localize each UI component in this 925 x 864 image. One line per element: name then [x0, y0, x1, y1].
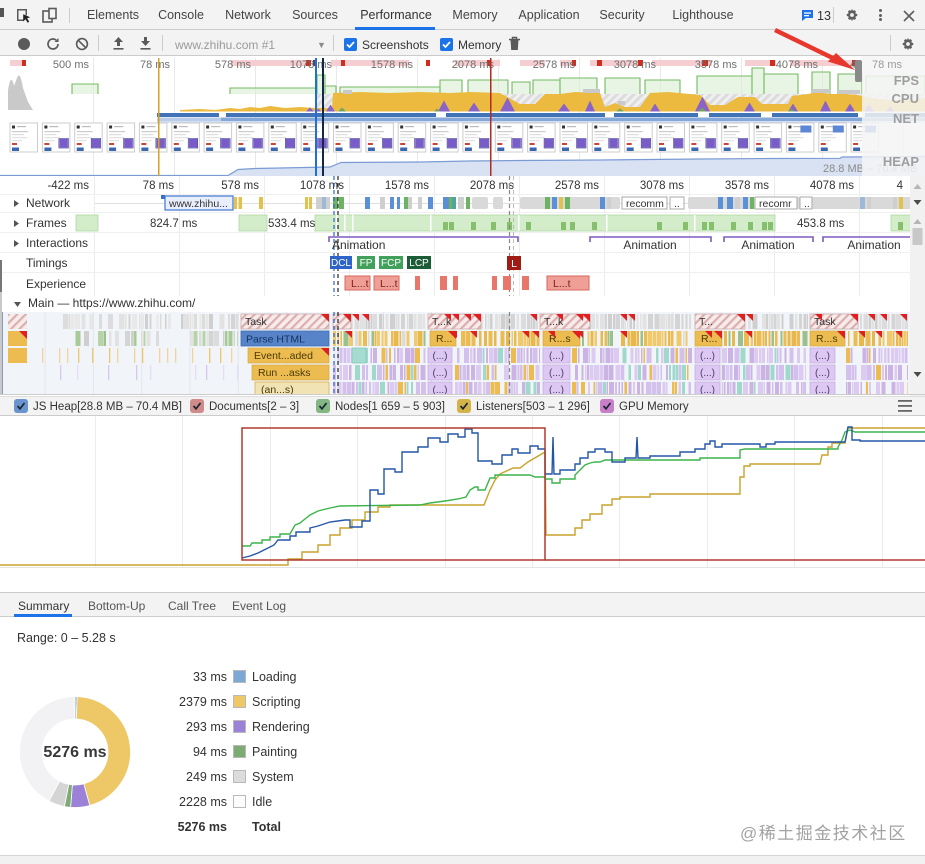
svg-text:4078 ms: 4078 ms — [776, 59, 819, 71]
svg-text:Task: Task — [245, 316, 267, 328]
svg-text:FP: FP — [360, 258, 373, 269]
svg-text:recomm: recomm — [626, 198, 664, 210]
svg-text:(...): (...) — [549, 351, 564, 362]
svg-text:T...k: T...k — [544, 316, 564, 328]
svg-text:DCL: DCL — [331, 258, 351, 269]
svg-text:824.7 ms: 824.7 ms — [150, 218, 198, 230]
svg-text:1078 ms: 1078 ms — [300, 180, 344, 192]
svg-text:..: .. — [674, 198, 680, 210]
svg-text:..: .. — [804, 198, 810, 210]
svg-text:Network: Network — [26, 196, 71, 210]
svg-text:NET: NET — [893, 111, 919, 126]
svg-text:2578 ms: 2578 ms — [555, 180, 599, 192]
svg-text:Animation: Animation — [847, 238, 900, 252]
svg-text:Timings: Timings — [26, 256, 68, 270]
svg-text:FPS: FPS — [894, 73, 920, 88]
svg-text:FCP: FCP — [381, 258, 401, 269]
svg-text:(...): (...) — [700, 351, 715, 362]
svg-text:2078 ms: 2078 ms — [470, 180, 514, 192]
svg-text:78 ms: 78 ms — [140, 59, 170, 71]
svg-text:Event...aded: Event...aded — [254, 350, 313, 362]
svg-text:Run ...asks: Run ...asks — [258, 367, 311, 379]
svg-text:Task: Task — [814, 316, 836, 328]
svg-text:LCP: LCP — [409, 258, 429, 269]
svg-text:(...): (...) — [433, 368, 448, 379]
svg-text:78 ms: 78 ms — [872, 59, 902, 71]
svg-text:4078 ms: 4078 ms — [810, 180, 854, 192]
svg-text:533.4 ms: 533.4 ms — [268, 218, 316, 230]
svg-text:(...): (...) — [815, 368, 830, 379]
svg-text:L...t: L...t — [351, 278, 369, 290]
svg-text:453.8 ms: 453.8 ms — [797, 218, 845, 230]
svg-text:Animation: Animation — [623, 238, 676, 252]
svg-text:Interactions: Interactions — [26, 236, 88, 250]
svg-text:500 ms: 500 ms — [53, 59, 90, 71]
svg-text:CPU: CPU — [892, 91, 919, 106]
svg-text:R...: R... — [701, 333, 717, 345]
svg-text:Animation: Animation — [741, 238, 794, 252]
svg-text:T...: T... — [699, 316, 713, 328]
svg-text:-422 ms: -422 ms — [47, 180, 89, 192]
svg-text:(...): (...) — [700, 368, 715, 379]
svg-text:1078 ms: 1078 ms — [290, 59, 333, 71]
svg-text:L: L — [511, 258, 517, 270]
svg-text:4: 4 — [850, 59, 856, 71]
svg-text:3078 ms: 3078 ms — [614, 59, 657, 71]
svg-text:Frames: Frames — [26, 216, 67, 230]
svg-text:3578 ms: 3578 ms — [695, 59, 738, 71]
svg-text:L...t: L...t — [553, 278, 571, 290]
svg-text:(...): (...) — [815, 385, 830, 395]
svg-text:578 ms: 578 ms — [221, 180, 259, 192]
svg-text:Animation: Animation — [332, 238, 385, 252]
svg-text:(...): (...) — [700, 385, 715, 395]
svg-text:HEAP: HEAP — [883, 154, 919, 169]
svg-text:L...t: L...t — [380, 278, 398, 290]
svg-text:(...): (...) — [433, 351, 448, 362]
svg-text:2578 ms: 2578 ms — [533, 59, 576, 71]
svg-text:(...): (...) — [815, 351, 830, 362]
svg-text:R...s: R...s — [816, 333, 838, 345]
svg-text:Parse HTML: Parse HTML — [246, 334, 305, 346]
svg-text:www.zhihu...: www.zhihu... — [168, 198, 228, 210]
svg-text:4: 4 — [897, 180, 904, 192]
svg-text:578 ms: 578 ms — [215, 59, 252, 71]
svg-text:R...: R... — [436, 333, 452, 345]
svg-text:(...): (...) — [549, 368, 564, 379]
svg-text:1578 ms: 1578 ms — [385, 180, 429, 192]
svg-text:78 ms: 78 ms — [143, 180, 175, 192]
svg-text:T...k: T...k — [432, 316, 452, 328]
svg-text:recomr: recomr — [759, 198, 792, 210]
svg-text:(...): (...) — [549, 385, 564, 395]
svg-text:3078 ms: 3078 ms — [640, 180, 684, 192]
svg-text:3578 ms: 3578 ms — [725, 180, 769, 192]
svg-text:(an...s): (an...s) — [261, 384, 294, 395]
svg-text:(...): (...) — [433, 385, 448, 395]
svg-text:Main — https://www.zhihu.com/: Main — https://www.zhihu.com/ — [28, 296, 196, 310]
svg-text:Experience: Experience — [26, 277, 86, 291]
svg-text:2078 ms: 2078 ms — [452, 59, 495, 71]
svg-text:1578 ms: 1578 ms — [371, 59, 414, 71]
